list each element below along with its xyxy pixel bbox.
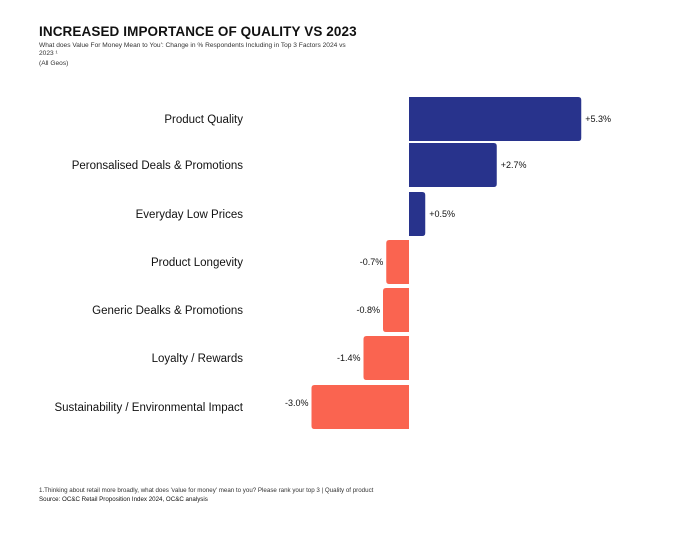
value-label-1: +2.7% [501,160,527,170]
category-label-3: Product Longevity [151,257,243,269]
bar-4 [383,288,409,332]
chart-subtitle: What does Value For Money Mean to You': … [39,42,346,58]
bar-2 [409,192,426,236]
value-label-5: -1.4% [337,353,361,363]
category-label-0: Product Quality [164,114,243,126]
value-label-0: +5.3% [585,114,611,124]
chart-title: INCREASED IMPORTANCE OF QUALITY VS 2023 [39,24,357,39]
category-label-2: Everyday Low Prices [136,209,244,221]
category-label-6: Sustainability / Environmental Impact [54,402,243,414]
bar-0 [409,97,582,141]
bar-6 [311,385,409,429]
value-label-2: +0.5% [429,209,455,219]
bar-5 [363,336,409,380]
footnote: 1.Thinking about retail more broadly, wh… [39,487,374,494]
value-label-4: -0.8% [356,305,380,315]
category-label-1: Peronsalised Deals & Promotions [72,160,244,172]
source-note: Source: OC&C Retail Proposition Index 20… [39,496,208,503]
geo-note: (All Geos) [39,60,69,67]
category-label-5: Loyalty / Rewards [152,353,244,365]
bar-3 [386,240,409,284]
bar-1 [409,143,497,187]
value-label-3: -0.7% [360,257,384,267]
value-label-6: -3.0% [285,398,309,408]
category-label-4: Generic Dealks & Promotions [92,305,243,317]
